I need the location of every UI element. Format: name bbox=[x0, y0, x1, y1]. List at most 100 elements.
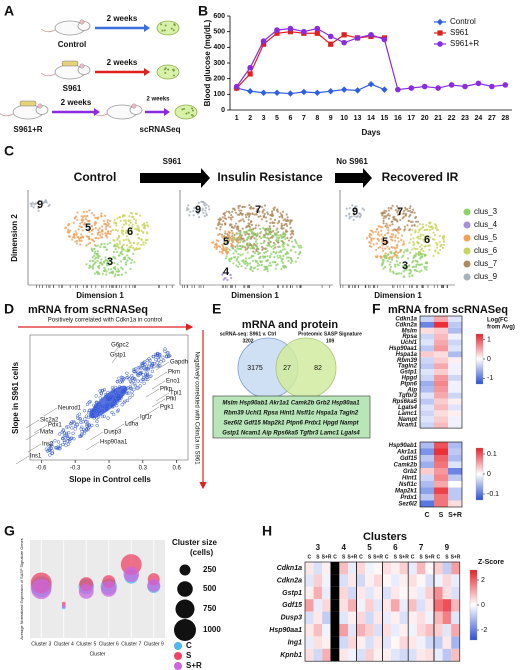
umap-point bbox=[131, 223, 134, 226]
umap-point bbox=[78, 239, 81, 242]
x-tick-label: 13 bbox=[354, 115, 362, 122]
umap-point bbox=[116, 250, 119, 254]
heat-cell bbox=[434, 327, 448, 334]
heat-cell bbox=[356, 599, 366, 612]
heat-cell bbox=[373, 611, 383, 624]
heat-cell bbox=[434, 410, 448, 417]
umap-point bbox=[397, 208, 401, 211]
column-label: S+R bbox=[425, 554, 435, 560]
umap-point bbox=[397, 272, 401, 275]
umap-point bbox=[404, 264, 407, 268]
umap-point bbox=[91, 259, 94, 263]
scatter-point bbox=[83, 417, 87, 421]
umap-point bbox=[400, 234, 404, 237]
islet bbox=[173, 24, 176, 27]
umap-point bbox=[30, 205, 33, 208]
heat-cell bbox=[434, 481, 448, 488]
umap-point bbox=[348, 215, 351, 219]
scatter-point bbox=[132, 387, 136, 392]
umap-point bbox=[372, 243, 375, 246]
umap-point bbox=[351, 204, 354, 207]
legend-label: clus_4 bbox=[474, 220, 498, 229]
umap-point bbox=[118, 270, 121, 273]
umap-point bbox=[389, 265, 393, 269]
umap-point bbox=[269, 254, 272, 257]
gene-list: Rbm39 Uchl1 Rpsa Hint1 Nsfl1c Hspa1a Tag… bbox=[224, 411, 359, 417]
label: Control bbox=[58, 40, 86, 49]
heat-cell bbox=[442, 562, 452, 575]
umap-point bbox=[215, 247, 218, 251]
umap-point bbox=[421, 253, 424, 256]
umap-point bbox=[413, 247, 416, 250]
point bbox=[448, 82, 455, 88]
umap-point bbox=[71, 235, 75, 239]
umap-point bbox=[406, 207, 409, 211]
umap-point bbox=[233, 225, 237, 228]
heat-cell bbox=[448, 461, 462, 468]
umap-point bbox=[285, 252, 288, 255]
umap-point bbox=[377, 238, 380, 241]
gene-label: Uchl1 bbox=[401, 340, 418, 346]
umap-point bbox=[251, 235, 254, 238]
umap-point bbox=[221, 252, 224, 255]
point bbox=[287, 25, 294, 32]
heat-cell bbox=[420, 321, 434, 328]
umap-point bbox=[389, 251, 392, 254]
umap-point bbox=[34, 202, 37, 205]
scatter-point bbox=[140, 363, 144, 368]
point bbox=[327, 88, 334, 95]
umap-point bbox=[249, 207, 252, 210]
legend-label: 1000 bbox=[203, 625, 221, 634]
umap-point bbox=[418, 245, 422, 248]
gene-label: Mafa bbox=[40, 430, 54, 436]
umap-point bbox=[238, 220, 241, 223]
umap-point bbox=[388, 209, 391, 212]
gene-label: Gstp1 bbox=[110, 353, 127, 359]
umap-point bbox=[131, 215, 135, 219]
umap-point bbox=[368, 235, 371, 239]
umap-point bbox=[103, 222, 106, 226]
point bbox=[341, 39, 347, 46]
umap-point bbox=[117, 268, 120, 271]
gene-label: Cdkn2a bbox=[395, 322, 417, 328]
umap-point bbox=[418, 229, 421, 232]
umap-point bbox=[388, 257, 391, 260]
leader bbox=[110, 423, 125, 433]
scatter-point bbox=[144, 374, 149, 378]
umap-point bbox=[100, 214, 103, 218]
umap-point bbox=[291, 245, 294, 248]
umap-point bbox=[121, 248, 125, 251]
umap-point bbox=[298, 246, 301, 249]
scatter-point bbox=[60, 430, 64, 435]
umap-point bbox=[108, 257, 111, 260]
umap-point bbox=[240, 212, 243, 216]
umap-point bbox=[389, 261, 392, 264]
point bbox=[287, 29, 294, 35]
umap-point bbox=[408, 275, 411, 278]
umap-point bbox=[271, 234, 274, 238]
heat-cell bbox=[391, 586, 400, 600]
umap-point bbox=[105, 248, 108, 251]
scatter-point bbox=[153, 352, 158, 357]
panel-label: H bbox=[262, 523, 272, 539]
point bbox=[368, 32, 374, 38]
x-tick-label: Cluster 5 bbox=[76, 641, 96, 647]
umap-point bbox=[241, 218, 244, 221]
heat-cell bbox=[313, 586, 323, 600]
umap-point bbox=[257, 224, 260, 227]
umap-point bbox=[265, 231, 268, 234]
umap-point bbox=[74, 215, 78, 218]
umap-point bbox=[227, 210, 231, 213]
umap-point bbox=[281, 248, 284, 251]
umap-point bbox=[68, 235, 71, 238]
heat-cell bbox=[416, 648, 426, 662]
scatter-point bbox=[141, 377, 145, 382]
label: Proteomic SASP Signature bbox=[298, 331, 362, 337]
scatter-point bbox=[139, 370, 144, 375]
umap-point bbox=[252, 232, 256, 235]
umap-point bbox=[242, 220, 246, 223]
umap-point bbox=[244, 213, 247, 216]
umap-point bbox=[101, 236, 104, 239]
umap-point bbox=[116, 237, 119, 240]
scatter-point bbox=[81, 420, 85, 424]
